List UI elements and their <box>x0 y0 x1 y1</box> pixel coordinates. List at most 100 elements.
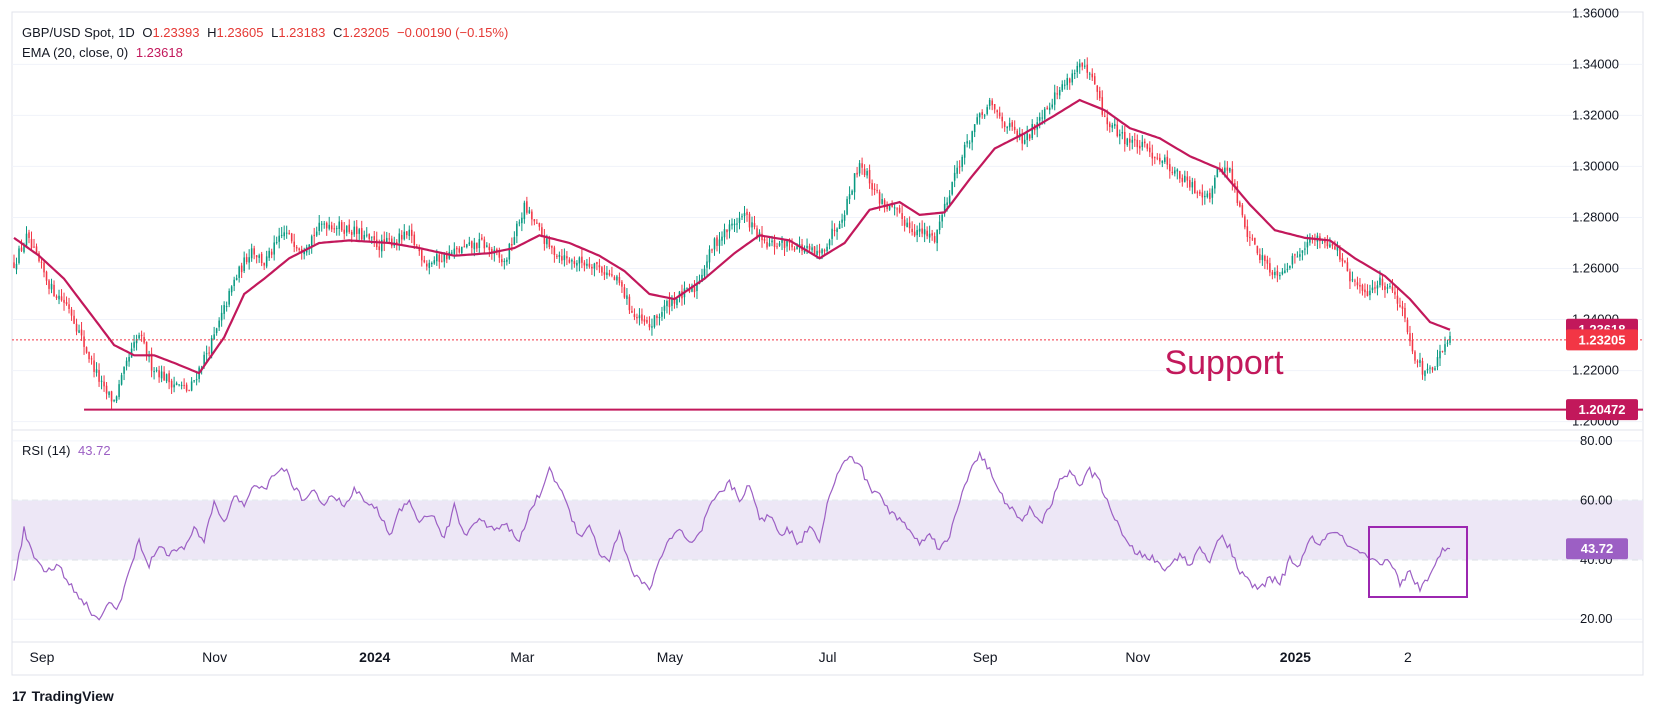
candle <box>255 254 258 264</box>
candle <box>621 280 623 293</box>
candle-body <box>1281 271 1284 275</box>
ema-legend: EMA (20, close, 0) 1.23618 <box>22 45 187 61</box>
candle-body <box>1351 279 1354 281</box>
candle-body <box>363 234 366 240</box>
brand[interactable]: 17 TradingView <box>12 688 114 704</box>
candle <box>1389 282 1391 289</box>
candle-body <box>738 217 741 223</box>
candle-body <box>218 320 220 328</box>
candle-body <box>786 239 788 247</box>
candle-body <box>155 369 158 371</box>
svg-text:43.72: 43.72 <box>1581 541 1614 556</box>
candle <box>1081 62 1084 71</box>
candle-body <box>1028 134 1031 139</box>
candle <box>1111 122 1114 133</box>
candle <box>713 237 716 256</box>
candle <box>968 140 971 149</box>
candle-body <box>1299 254 1301 257</box>
candle-body <box>768 243 771 247</box>
candle <box>75 318 78 336</box>
candle <box>405 231 408 239</box>
candle-body <box>428 262 431 268</box>
candle <box>421 248 423 267</box>
candle-body <box>541 227 543 236</box>
candle-body <box>601 267 603 273</box>
candle-body <box>1179 170 1181 179</box>
candle <box>55 294 58 300</box>
candle-body <box>826 246 828 252</box>
candle-body <box>751 222 753 228</box>
candle-body <box>238 266 240 278</box>
candle-body <box>891 204 893 207</box>
x-tick-label: May <box>657 649 683 665</box>
candle <box>25 226 28 248</box>
candle <box>1376 280 1379 296</box>
candle <box>1141 134 1144 151</box>
candle-body <box>1404 307 1406 319</box>
candle-body <box>816 250 818 255</box>
candle <box>458 246 461 254</box>
candle-body <box>548 238 551 247</box>
candle-body <box>636 317 638 319</box>
candle-body <box>1251 238 1254 240</box>
candle-body <box>701 274 703 283</box>
candle-body <box>280 234 283 236</box>
candle-body <box>1444 344 1446 352</box>
candle-body <box>395 241 398 243</box>
candle <box>791 238 793 251</box>
candle <box>1359 278 1361 294</box>
candle-body <box>936 229 938 244</box>
ema-line <box>13 98 1451 375</box>
candle-body <box>523 202 526 220</box>
candle-body <box>210 337 213 355</box>
candle-body <box>886 205 888 210</box>
candle <box>260 251 263 267</box>
price-tick-label: 1.22000 <box>1572 363 1619 378</box>
candle <box>1441 350 1444 353</box>
candle <box>761 226 763 248</box>
candle <box>748 211 751 232</box>
x-axis: Sep Nov 2024 Mar May Jul Sep Nov 2025 2 <box>30 649 1413 665</box>
candle-body <box>1056 93 1059 95</box>
candle <box>1301 250 1304 261</box>
candle-body <box>833 230 836 232</box>
candle-body <box>353 226 356 235</box>
candle <box>851 189 853 196</box>
candle-body <box>250 248 253 259</box>
candle-body <box>583 262 586 266</box>
candle-body <box>1279 274 1281 277</box>
candle <box>28 229 30 244</box>
candle-body <box>641 314 643 321</box>
candle <box>1259 248 1261 264</box>
candle <box>18 245 20 265</box>
candle <box>766 237 768 250</box>
candle-body <box>691 285 693 292</box>
candle-body <box>315 231 318 236</box>
candle <box>521 212 523 232</box>
candle-body <box>433 260 436 264</box>
candle-body <box>813 246 816 255</box>
candle <box>528 206 531 214</box>
candle-body <box>576 262 578 266</box>
candle-body <box>836 228 838 232</box>
candle <box>1439 344 1441 367</box>
candle <box>63 292 65 311</box>
candle-body <box>1259 254 1261 261</box>
candle-body <box>456 247 458 250</box>
candle <box>1374 281 1376 294</box>
candle <box>230 285 233 296</box>
candle-body <box>1071 73 1074 83</box>
candle <box>423 255 426 264</box>
high-label: H <box>207 25 217 40</box>
candle <box>1068 77 1071 90</box>
candle <box>90 355 93 365</box>
candle <box>1121 125 1124 140</box>
candle-body <box>828 240 831 246</box>
candle-body <box>185 384 188 391</box>
candle <box>183 378 185 390</box>
candle <box>866 168 868 179</box>
candle <box>388 232 391 243</box>
candle <box>583 260 586 272</box>
candle-body <box>778 243 781 246</box>
